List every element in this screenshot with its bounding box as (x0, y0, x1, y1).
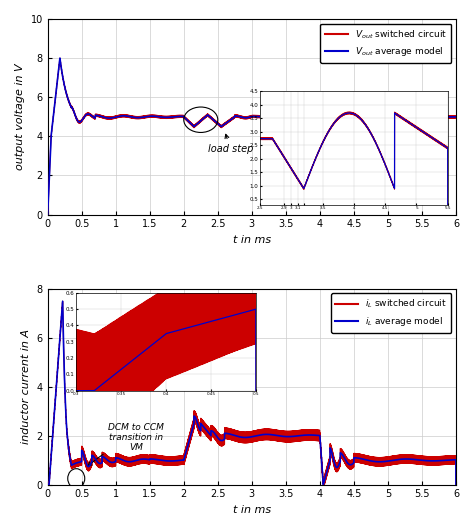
Text: load step: load step (208, 134, 253, 154)
Legend: $i_L$ switched circuit, $i_L$ average model: $i_L$ switched circuit, $i_L$ average mo… (331, 294, 451, 332)
X-axis label: t in ms: t in ms (233, 235, 271, 245)
X-axis label: t in ms: t in ms (233, 505, 271, 515)
Y-axis label: output voltage in V: output voltage in V (15, 64, 25, 170)
Legend: $V_{out}$ switched circuit, $V_{out}$ average model: $V_{out}$ switched circuit, $V_{out}$ av… (320, 23, 451, 63)
Text: DCM to CCM
transition in
VM: DCM to CCM transition in VM (88, 422, 164, 466)
Y-axis label: inductor current in A: inductor current in A (21, 329, 31, 444)
